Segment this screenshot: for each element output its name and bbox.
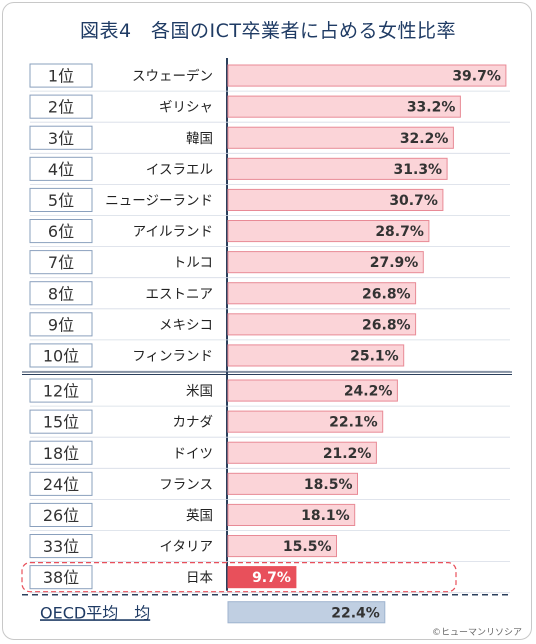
rank-box — [29, 534, 93, 559]
bar — [227, 313, 417, 336]
value-label: 18.5% — [304, 477, 353, 493]
rank-label: 2位 — [48, 98, 74, 117]
bar — [227, 441, 377, 464]
bar — [227, 379, 398, 402]
bar — [227, 95, 461, 118]
rank-label: 3位 — [48, 129, 74, 148]
country-label: 米国 — [186, 384, 213, 400]
country-label: 英国 — [186, 507, 213, 524]
country-label: フィンランド — [132, 348, 213, 364]
rank-box — [29, 63, 93, 88]
rank-box — [29, 565, 93, 590]
country-label: トルコ — [173, 255, 213, 271]
country-label: メキシコ — [159, 317, 213, 333]
chart-title: 図表4 各国のICT卒業者に占める女性比率 — [79, 20, 457, 42]
bar — [227, 188, 444, 211]
rank-label: 18位 — [43, 444, 79, 463]
value-label: 26.8% — [362, 286, 411, 302]
rank-label: 1位 — [48, 67, 74, 86]
rank-box — [29, 471, 93, 496]
value-label: 18.1% — [301, 508, 350, 524]
rank-box — [29, 94, 93, 119]
rank-label: 15位 — [43, 413, 79, 432]
rank-box — [29, 125, 93, 150]
country-label: イスラエル — [146, 162, 213, 178]
country-label: イタリア — [160, 539, 213, 555]
value-label: 22.1% — [329, 415, 378, 431]
value-label: 25.1% — [350, 348, 399, 364]
bar — [227, 410, 384, 433]
bar — [227, 535, 337, 558]
rank-label: 9位 — [48, 315, 74, 334]
value-label: 15.5% — [283, 539, 332, 555]
rank-box — [29, 281, 93, 306]
rank-label: 38位 — [43, 568, 79, 587]
value-label: 26.8% — [362, 317, 411, 333]
rank-label: 8位 — [48, 284, 74, 303]
credit-text: ©ヒューマンリソシア — [431, 628, 522, 638]
country-label: 日本 — [186, 570, 213, 586]
value-label: 31.3% — [394, 162, 443, 178]
country-label: スウェーデン — [132, 68, 213, 85]
rank-box — [29, 343, 93, 368]
rank-label: 5位 — [48, 191, 74, 210]
country-label: アイルランド — [133, 224, 213, 240]
country-label: カナダ — [173, 415, 214, 431]
bar — [227, 344, 405, 367]
value-label: 22.4% — [331, 605, 380, 621]
rank-box — [29, 312, 93, 337]
bar — [227, 251, 424, 274]
country-label: 韓国 — [186, 131, 213, 147]
value-label: 28.7% — [375, 224, 424, 240]
country-label: ギリシャ — [159, 100, 213, 116]
rank-label: 4位 — [48, 160, 74, 179]
bar — [227, 157, 448, 180]
rank-label: 12位 — [43, 382, 79, 401]
rank-label: 26位 — [43, 506, 79, 525]
bar — [227, 282, 417, 305]
rank-label: 10位 — [43, 346, 79, 365]
value-label: 33.2% — [407, 100, 456, 116]
rank-box — [29, 187, 93, 212]
value-label: 30.7% — [389, 193, 438, 209]
rank-box — [29, 440, 93, 465]
rank-label: 6位 — [48, 222, 74, 241]
rank-box — [29, 219, 93, 244]
country-label: ドイツ — [173, 446, 214, 462]
bar — [227, 220, 430, 243]
value-label: 9.7% — [252, 570, 291, 586]
rank-box — [29, 156, 93, 181]
bar — [227, 503, 356, 526]
average-label: OECD平均 均 — [40, 603, 150, 622]
rank-label: 33位 — [43, 537, 79, 556]
country-label: エストニア — [146, 286, 214, 302]
value-label: 27.9% — [370, 255, 419, 271]
rank-box — [29, 409, 93, 434]
rank-label: 7位 — [48, 253, 74, 272]
rank-label: 24位 — [43, 475, 79, 494]
rank-box — [29, 502, 93, 527]
value-label: 39.7% — [452, 69, 501, 85]
value-label: 32.2% — [400, 131, 449, 147]
rank-box — [29, 378, 93, 403]
bar — [227, 601, 386, 624]
bar — [227, 472, 358, 495]
country-label: ニュージーランド — [105, 193, 213, 209]
rank-box — [29, 250, 93, 275]
country-label: フランス — [159, 477, 213, 493]
bar — [227, 566, 297, 589]
bar — [227, 64, 507, 87]
value-label: 21.2% — [323, 446, 372, 462]
japan-highlight-box — [21, 561, 457, 593]
value-label: 24.2% — [344, 384, 393, 400]
bar — [227, 126, 454, 149]
